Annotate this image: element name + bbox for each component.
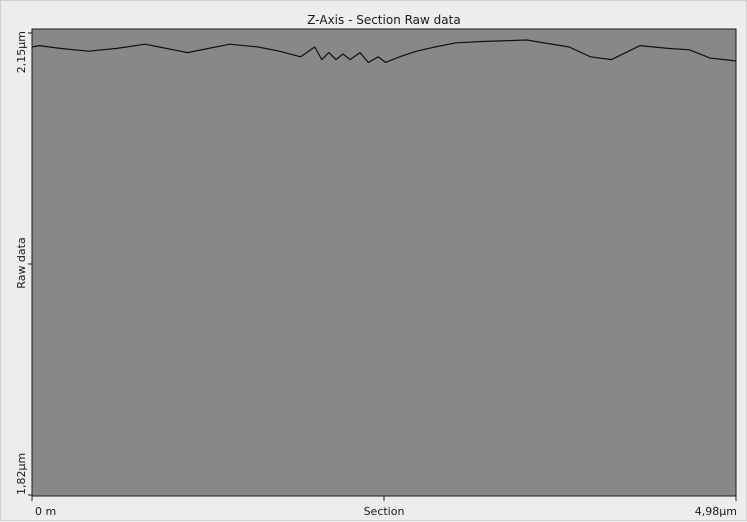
y-tick-label-bottom: 1,82µm	[15, 453, 28, 495]
y-axis-label: Raw data	[15, 237, 28, 288]
x-tick-label-end: 4,98µm	[695, 505, 737, 518]
chart-title: Z-Axis - Section Raw data	[307, 13, 460, 27]
x-tick-label-start: 0 m	[35, 505, 56, 518]
plot-area	[31, 28, 737, 497]
y-tick-label-top: 2,15µm	[15, 31, 28, 73]
series-line	[31, 39, 737, 63]
x-axis-label: Section	[364, 505, 405, 518]
